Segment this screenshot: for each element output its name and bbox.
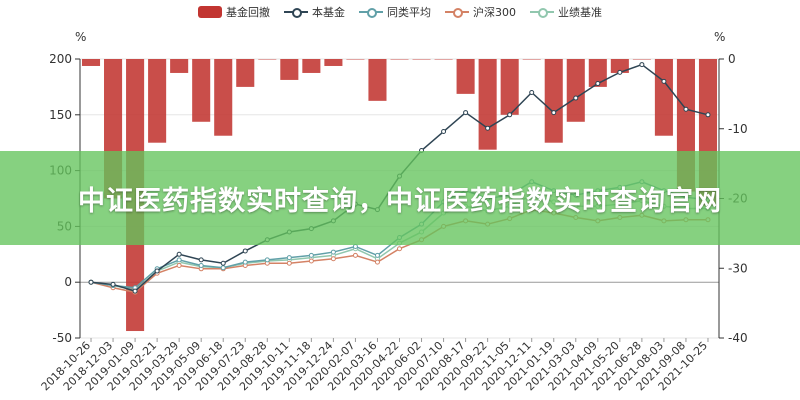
drawdown-bar [324, 59, 343, 66]
drawdown-bar [148, 59, 167, 143]
drawdown-bar [390, 59, 409, 60]
series-point [352, 252, 358, 258]
left-axis-tick-label: 200 [49, 52, 72, 66]
series-point [286, 260, 292, 266]
drawdown-bar [522, 59, 541, 60]
series-point [661, 78, 667, 84]
series-point [352, 243, 358, 249]
left-axis-unit: % [75, 30, 87, 44]
series-point [330, 256, 336, 262]
series-point [441, 129, 447, 135]
left-axis-tick-label: -50 [52, 331, 72, 345]
legend-item-drawdown[interactable]: 基金回撤 [198, 4, 270, 20]
series-point [286, 255, 292, 261]
series-point [154, 268, 160, 274]
drawdown-bar [434, 59, 453, 60]
legend-label: 业绩基准 [558, 6, 602, 19]
drawdown-bar [236, 59, 255, 87]
legend-label: 同类平均 [387, 6, 431, 19]
legend-label: 本基金 [312, 6, 345, 19]
series-point [485, 125, 491, 131]
series-point [330, 249, 336, 255]
left-axis-tick-label: 0 [64, 275, 72, 289]
series-point [683, 106, 689, 112]
series-point [308, 258, 314, 264]
drawdown-bar [192, 59, 211, 122]
drawdown-bar [654, 59, 673, 136]
series-point [88, 279, 94, 285]
series-point [639, 62, 645, 68]
legend-item-peer-average[interactable]: 同类平均 [359, 4, 431, 20]
drawdown-bar [170, 59, 189, 73]
series-point [264, 257, 270, 263]
drawdown-bar [478, 59, 497, 150]
series-point [198, 257, 204, 263]
legend-line-swatch-icon [530, 6, 554, 18]
drawdown-bar [544, 59, 563, 143]
legend-label: 沪深300 [473, 6, 516, 19]
series-point [595, 81, 601, 87]
drawdown-bar [500, 59, 519, 115]
series-point [397, 246, 402, 252]
series-point [573, 95, 579, 101]
drawdown-bar [566, 59, 585, 122]
series-point [220, 265, 226, 271]
legend-line-swatch-icon [359, 6, 383, 18]
legend-item-csi300[interactable]: 沪深300 [445, 4, 516, 20]
series-point [132, 288, 138, 294]
right-axis-tick-label: -30 [728, 261, 748, 275]
legend-item-fund[interactable]: 本基金 [284, 4, 345, 20]
drawdown-bar [258, 59, 277, 60]
right-axis-unit: % [714, 30, 726, 44]
series-point [242, 248, 248, 254]
legend-line-swatch-icon [284, 6, 308, 18]
watermark-banner: 中证医药指数实时查询，中证医药指数实时查询官网 [0, 151, 800, 245]
series-point [110, 281, 116, 287]
series-point [617, 69, 623, 75]
series-point [198, 262, 204, 268]
right-axis-tick-label: 0 [728, 52, 736, 66]
series-point [705, 112, 711, 118]
legend-item-benchmark[interactable]: 业绩基准 [530, 4, 602, 20]
drawdown-bar [346, 59, 365, 60]
series-point [507, 112, 513, 118]
series-point [551, 110, 557, 116]
legend-label: 基金回撤 [226, 6, 270, 19]
series-point [176, 257, 182, 263]
series-point [463, 110, 469, 116]
series-point [308, 252, 314, 258]
drawdown-bar [412, 59, 431, 60]
drawdown-bar [214, 59, 233, 136]
drawdown-bar [588, 59, 607, 87]
drawdown-bar [632, 59, 651, 60]
legend: 基金回撤 本基金 同类平均 沪深300 业绩基准 [0, 4, 800, 20]
series-point [176, 251, 182, 257]
legend-line-swatch-icon [445, 6, 469, 18]
right-axis-tick-label: -10 [728, 122, 748, 136]
banner-title: 中证医药指数实时查询，中证医药指数实时查询官网 [78, 185, 722, 217]
drawdown-bar [302, 59, 321, 73]
drawdown-bar [368, 59, 387, 101]
series-point [374, 259, 380, 265]
drawdown-bar [610, 59, 629, 73]
drawdown-bar [81, 59, 101, 66]
series-point [176, 262, 182, 268]
right-axis-tick-label: -40 [728, 331, 748, 345]
series-point [374, 252, 380, 258]
left-axis-tick-label: 150 [49, 108, 72, 122]
series-point [220, 260, 226, 266]
series-point [242, 259, 248, 265]
drawdown-bar [456, 59, 475, 94]
legend-bar-swatch-icon [198, 6, 222, 18]
series-point [529, 89, 535, 95]
drawdown-bar [280, 59, 299, 80]
